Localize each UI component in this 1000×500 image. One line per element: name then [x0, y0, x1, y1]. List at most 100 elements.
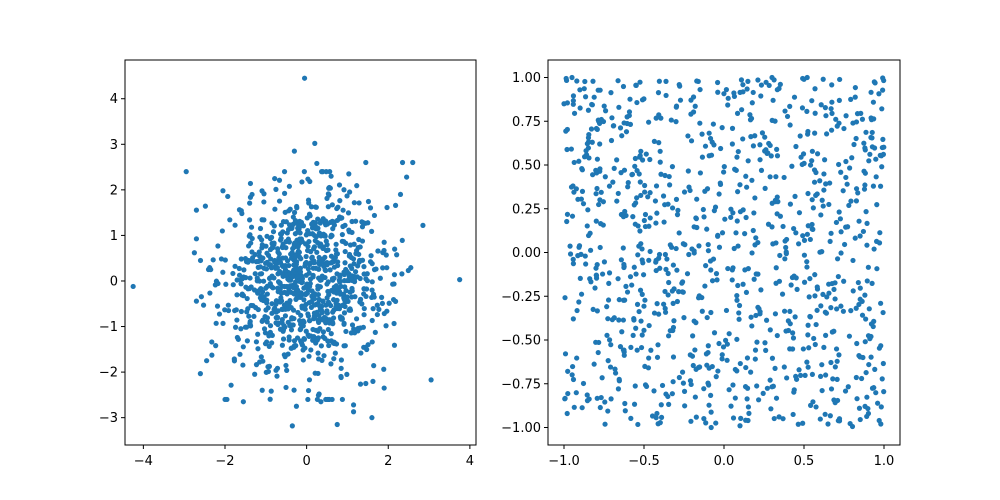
- scatter-point: [662, 309, 669, 315]
- scatter-point: [719, 352, 725, 358]
- scatter-point: [207, 265, 213, 271]
- scatter-point: [193, 236, 200, 242]
- scatter-point: [647, 248, 653, 255]
- scatter-point: [309, 288, 315, 294]
- scatter-point: [399, 159, 406, 166]
- scatter-point: [651, 388, 657, 394]
- scatter-point: [869, 129, 875, 136]
- scatter-point: [745, 266, 751, 272]
- scatter-point: [834, 306, 840, 312]
- scatter-point: [315, 216, 321, 222]
- scatter-point: [275, 314, 281, 321]
- scatter-point: [330, 309, 336, 315]
- scatter-point: [736, 302, 743, 309]
- scatter-point: [296, 273, 302, 280]
- scatter-point: [594, 395, 600, 401]
- scatter-point: [679, 369, 686, 375]
- scatter-point: [719, 125, 725, 131]
- scatter-point: [681, 315, 687, 321]
- scatter-point: [857, 416, 863, 423]
- scatter-point: [605, 408, 611, 414]
- scatter-point: [369, 317, 375, 324]
- scatter-point: [284, 367, 290, 373]
- scatter-point: [840, 188, 846, 194]
- scatter-point: [669, 205, 676, 211]
- scatter-point: [379, 294, 385, 300]
- scatter-point: [729, 125, 736, 131]
- scatter-point: [694, 78, 700, 84]
- scatter-point: [285, 302, 291, 308]
- scatter-point: [828, 127, 835, 133]
- scatter-point: [361, 264, 367, 270]
- x-tick-label: −4: [134, 454, 153, 469]
- scatter-point: [381, 366, 387, 372]
- scatter-point: [742, 384, 749, 390]
- scatter-point: [705, 349, 711, 356]
- scatter-point: [275, 271, 281, 277]
- scatter-point: [850, 257, 856, 264]
- scatter-point: [783, 244, 789, 251]
- scatter-point: [329, 396, 335, 403]
- scatter-point: [380, 265, 386, 271]
- scatter-point: [347, 242, 354, 248]
- scatter-point: [326, 342, 332, 349]
- scatter-point: [665, 292, 671, 298]
- scatter-point: [272, 175, 278, 182]
- scatter-point: [843, 158, 849, 165]
- scatter-point: [855, 279, 861, 286]
- scatter-point: [789, 274, 796, 281]
- scatter-point: [295, 309, 301, 316]
- scatter-point: [805, 364, 811, 370]
- scatter-point: [868, 333, 874, 340]
- scatter-point: [314, 160, 320, 167]
- scatter-point: [767, 377, 773, 383]
- scatter-point: [812, 86, 818, 92]
- scatter-point: [248, 224, 255, 230]
- scatter-point: [656, 140, 662, 146]
- scatter-point: [812, 293, 818, 299]
- scatter-point: [878, 300, 884, 306]
- scatter-point: [752, 133, 758, 139]
- scatter-point: [309, 221, 315, 227]
- scatter-point: [275, 279, 282, 285]
- scatter-point: [814, 307, 820, 313]
- scatter-point: [253, 362, 260, 368]
- scatter-point: [654, 210, 660, 216]
- scatter-point: [327, 267, 333, 273]
- scatter-point: [355, 325, 361, 331]
- scatter-point: [658, 171, 664, 177]
- scatter-point: [642, 211, 649, 218]
- scatter-point: [349, 322, 356, 328]
- scatter-point: [653, 220, 659, 226]
- scatter-point: [283, 384, 289, 391]
- scatter-point: [692, 103, 698, 109]
- scatter-point: [578, 291, 585, 297]
- scatter-point: [834, 256, 841, 262]
- scatter-point: [828, 106, 834, 112]
- scatter-point: [598, 394, 604, 401]
- scatter-point: [569, 74, 575, 81]
- scatter-point: [641, 303, 647, 309]
- scatter-point: [344, 371, 350, 377]
- scatter-point: [258, 354, 264, 360]
- scatter-point: [311, 246, 317, 252]
- scatter-point: [349, 218, 355, 225]
- scatter-point: [291, 291, 298, 297]
- scatter-point: [564, 410, 570, 417]
- scatter-point: [656, 311, 662, 317]
- scatter-point: [646, 257, 652, 263]
- scatter-point: [801, 279, 808, 285]
- scatter-point: [880, 75, 886, 81]
- scatter-point: [286, 183, 292, 189]
- scatter-point: [230, 270, 236, 277]
- scatter-point: [317, 325, 323, 332]
- scatter-point: [836, 97, 842, 103]
- scatter-point: [283, 245, 289, 251]
- scatter-point: [263, 243, 269, 249]
- scatter-point: [343, 328, 349, 335]
- scatter-point: [866, 361, 872, 368]
- scatter-point: [769, 200, 775, 206]
- scatter-point: [638, 192, 644, 199]
- scatter-point: [740, 281, 746, 287]
- scatter-point: [410, 159, 416, 166]
